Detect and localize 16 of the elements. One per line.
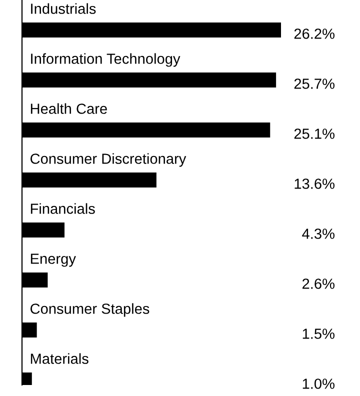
y-tick-label: Industrials <box>31 3 96 14</box>
y-tick-label: Consumer Discretionary <box>30 153 186 167</box>
data-label: 1.5% <box>302 328 334 339</box>
y-tick-label: Materials <box>30 353 88 364</box>
data-label: 1.0% <box>302 378 334 389</box>
data-label: 26.2% <box>294 28 334 39</box>
data-label: 2.6% <box>302 278 334 289</box>
y-tick-label: Information Technology <box>31 53 180 67</box>
data-label: 13.6% <box>294 178 334 189</box>
y-tick-label: Energy <box>30 254 76 267</box>
data-label: 4.3% <box>302 228 334 239</box>
y-tick-label: Financials <box>30 203 95 214</box>
y-tick-label: Health Care <box>30 103 107 114</box>
data-label: 25.1% <box>294 128 334 139</box>
data-label: 25.7% <box>294 78 334 89</box>
y-tick-label: Consumer Staples <box>30 303 150 317</box>
